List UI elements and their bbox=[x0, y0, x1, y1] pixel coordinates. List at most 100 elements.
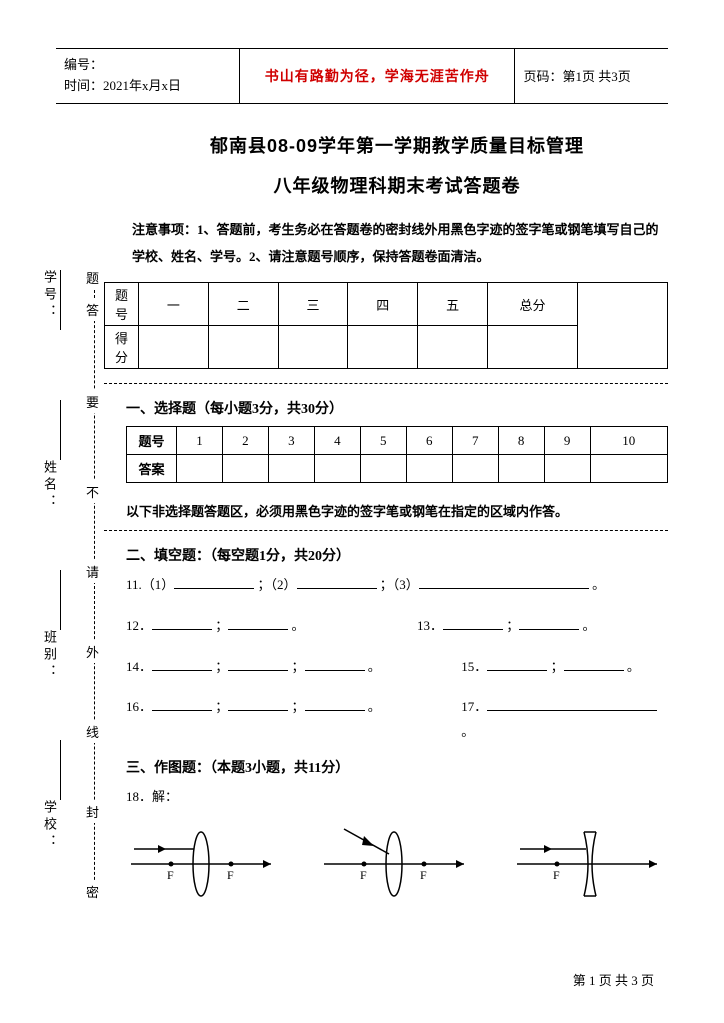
sec3-title: 三、作图题：（本题3小题，共11分） bbox=[126, 757, 668, 777]
bind-char-8: 密 bbox=[86, 880, 99, 903]
score-cell bbox=[418, 326, 488, 369]
mc-row2-label: 答案 bbox=[127, 455, 177, 483]
focal-label: F bbox=[360, 868, 367, 882]
bind-char-5: 外 bbox=[86, 640, 99, 663]
focal-label: F bbox=[420, 868, 427, 882]
field-banbie-line bbox=[60, 570, 61, 630]
dashed-separator bbox=[104, 383, 668, 384]
hdr-motto: 书山有路勤为径，学海无涯苦作舟 bbox=[240, 49, 515, 104]
score-row2-label: 得分 bbox=[105, 326, 139, 369]
notice-main: 注意事项：1、答题前，考生务必在答题卷的密封线外用黑色字迹的签字笔或钢笔填写自己… bbox=[132, 216, 662, 271]
mc-ans bbox=[452, 455, 498, 483]
bind-char-1: 答 bbox=[86, 298, 99, 321]
blank bbox=[487, 697, 657, 711]
q15: 15． ； 。 bbox=[461, 655, 668, 680]
blank bbox=[152, 657, 212, 671]
q17: 17． 。 bbox=[461, 695, 668, 744]
mc-table: 题号 1 2 3 4 5 6 7 8 9 10 答案 bbox=[126, 426, 668, 483]
mc-num: 6 bbox=[406, 427, 452, 455]
field-xuexiao: 学校： bbox=[40, 800, 59, 851]
focal-label: F bbox=[227, 868, 234, 882]
mc-ans bbox=[177, 455, 223, 483]
mc-num: 8 bbox=[498, 427, 544, 455]
mc-ans bbox=[314, 455, 360, 483]
mc-num: 1 bbox=[177, 427, 223, 455]
mc-row1-label: 题号 bbox=[127, 427, 177, 455]
time-label: 时间： bbox=[64, 78, 103, 93]
score-summary-table: 题号 一 二 三 四 五 总分 得分 bbox=[104, 282, 668, 369]
page-value: 第1页 共3页 bbox=[563, 69, 631, 84]
q13: 13． ； 。 bbox=[417, 614, 668, 639]
score-col-5: 五 bbox=[418, 283, 488, 326]
field-xuehao-line bbox=[60, 270, 61, 330]
lens-diagram-3: F bbox=[512, 819, 662, 909]
sec2-title: 二、填空题：（每空题1分，共20分） bbox=[126, 545, 668, 565]
blank bbox=[174, 575, 254, 589]
score-cell bbox=[348, 326, 418, 369]
lens-diagrams: F F F F bbox=[126, 819, 668, 909]
title-line-1: 郁南县08-09学年第一学期教学质量目标管理 bbox=[126, 132, 668, 158]
q12: 12． ； 。 bbox=[126, 614, 377, 639]
blank bbox=[228, 657, 288, 671]
mc-ans bbox=[406, 455, 452, 483]
mc-ans bbox=[268, 455, 314, 483]
bind-char-2: 要 bbox=[86, 390, 99, 413]
blank bbox=[419, 575, 589, 589]
mc-num: 5 bbox=[360, 427, 406, 455]
mc-num: 4 bbox=[314, 427, 360, 455]
mc-num: 10 bbox=[590, 427, 667, 455]
score-total-cell bbox=[578, 283, 668, 369]
field-banbie: 班别： bbox=[40, 630, 59, 681]
blank bbox=[305, 697, 365, 711]
blank bbox=[228, 616, 288, 630]
mc-ans bbox=[498, 455, 544, 483]
q11: 11.（1） ；（2） ；（3） 。 bbox=[126, 573, 668, 598]
score-col-4: 四 bbox=[348, 283, 418, 326]
lens-diagram-2: F F bbox=[319, 819, 469, 909]
lens-diagram-1: F F bbox=[126, 819, 276, 909]
mc-ans bbox=[544, 455, 590, 483]
mc-ans bbox=[360, 455, 406, 483]
blank bbox=[487, 657, 547, 671]
mc-ans bbox=[590, 455, 667, 483]
blank bbox=[443, 616, 503, 630]
score-total-label: 总分 bbox=[488, 283, 578, 326]
hdr-right: 页码：第1页 共3页 bbox=[515, 49, 668, 104]
blank bbox=[152, 616, 212, 630]
bind-char-7: 封 bbox=[86, 800, 99, 823]
binding-margin: 答 题 要 不 请 外 线 封 密 学号： 姓名： 班别： 学校： bbox=[44, 280, 124, 900]
page-footer: 第 1 页 共 3 页 bbox=[573, 970, 654, 989]
score-col-3: 三 bbox=[278, 283, 348, 326]
sec1-title: 一、选择题（每小题3分，共30分） bbox=[126, 398, 668, 418]
q18: 18．解： bbox=[126, 785, 668, 810]
blank bbox=[228, 697, 288, 711]
score-cell bbox=[488, 326, 578, 369]
mc-num: 7 bbox=[452, 427, 498, 455]
field-xuexiao-line bbox=[60, 740, 61, 800]
bind-char-0: 题 bbox=[86, 266, 99, 289]
time-value: 2021年x月x日 bbox=[103, 78, 181, 93]
header-box: 编号： 时间：2021年x月x日 书山有路勤为径，学海无涯苦作舟 页码：第1页 … bbox=[56, 48, 668, 104]
bind-char-4: 请 bbox=[86, 560, 99, 583]
field-xingming-line bbox=[60, 400, 61, 460]
hdr-left: 编号： 时间：2021年x月x日 bbox=[56, 49, 240, 104]
blank bbox=[152, 697, 212, 711]
focal-label: F bbox=[553, 868, 560, 882]
blank bbox=[519, 616, 579, 630]
title-line-2: 八年级物理科期末考试答题卷 bbox=[126, 172, 668, 198]
q16: 16． ； ； 。 bbox=[126, 695, 421, 744]
score-col-2: 二 bbox=[208, 283, 278, 326]
mc-ans bbox=[222, 455, 268, 483]
bind-char-3: 不 bbox=[86, 480, 99, 503]
dashed-separator-2 bbox=[104, 530, 668, 531]
field-xingming: 姓名： bbox=[40, 460, 59, 511]
field-xuehao: 学号： bbox=[40, 270, 59, 321]
score-row1-label: 题号 bbox=[105, 283, 139, 326]
mc-num: 9 bbox=[544, 427, 590, 455]
bind-char-6: 线 bbox=[86, 720, 99, 743]
score-cell bbox=[278, 326, 348, 369]
q14: 14． ； ； 。 bbox=[126, 655, 421, 680]
serial-label: 编号： bbox=[64, 57, 103, 72]
blank bbox=[297, 575, 377, 589]
score-cell bbox=[139, 326, 209, 369]
